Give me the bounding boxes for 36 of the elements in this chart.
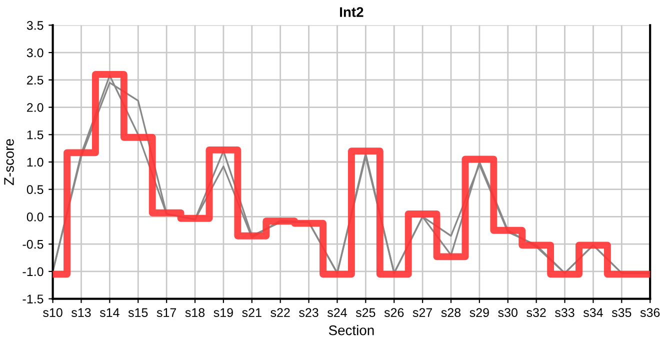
y-tick-label: 3.0 — [26, 48, 44, 58]
y-tick-label: -0.5 — [22, 240, 44, 249]
y-tick-label: 2.0 — [27, 103, 44, 112]
x-tick-label: s24 — [328, 308, 347, 318]
x-tick-label: s13 — [72, 308, 91, 318]
x-tick-label: s14 — [100, 308, 120, 318]
x-tick-label: s34 — [583, 308, 603, 318]
x-tick-label: s19 — [214, 308, 233, 318]
y-tick-label: 0.5 — [26, 185, 44, 194]
x-tick-label: s29 — [470, 308, 489, 318]
chart-title: Int2 — [340, 7, 364, 17]
x-tick-label: s18 — [185, 308, 205, 318]
x-tick-label: s27 — [412, 308, 432, 318]
x-tick-label: s22 — [270, 308, 290, 318]
x-tick-label: s23 — [299, 308, 318, 318]
x-tick-label: s17 — [156, 308, 176, 318]
x-tick-label: s35 — [612, 308, 632, 318]
x-tick-label: s26 — [384, 308, 404, 318]
y-tick-label: 0.0 — [26, 212, 44, 222]
y-tick-label: -1.5 — [22, 294, 44, 304]
x-tick-label: s33 — [555, 308, 574, 318]
x-tick-label: s32 — [526, 308, 546, 318]
x-tick-label: s25 — [356, 308, 376, 318]
x-axis-title: Section — [328, 325, 374, 336]
x-tick-label: s21 — [242, 308, 262, 318]
y-tick-label: 1.0 — [27, 158, 44, 167]
x-tick-label: s15 — [128, 308, 148, 318]
y-tick-label: 2.5 — [27, 76, 44, 85]
x-tick-label: s36 — [640, 308, 660, 318]
y-tick-label: 3.5 — [26, 21, 44, 30]
x-tick-label: s30 — [498, 308, 518, 318]
y-axis-title: Z-score — [4, 139, 14, 186]
x-tick-label: s28 — [441, 308, 461, 318]
y-tick-label: -1.0 — [22, 267, 44, 276]
y-tick-label: 1.5 — [27, 130, 44, 140]
x-tick-label: s10 — [43, 308, 62, 318]
